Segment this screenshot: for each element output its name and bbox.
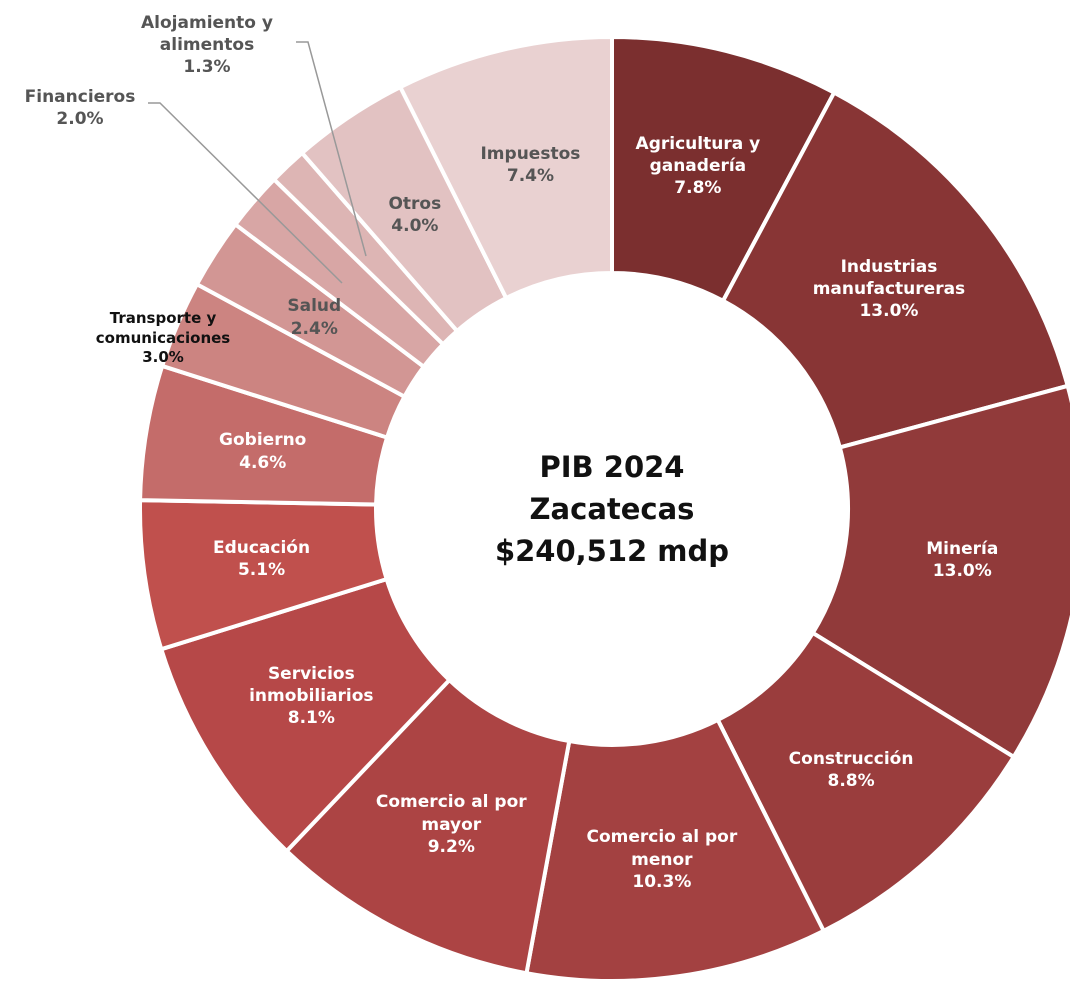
value-label: 7.4% <box>506 165 555 186</box>
slice-label: Servicios inmobiliarios 8.1% <box>224 663 399 729</box>
slice-label: Transporte y comunicaciones 3.0% <box>83 309 243 368</box>
slice <box>524 717 827 983</box>
category-label: Transporte y comunicaciones <box>95 308 231 347</box>
slice <box>397 34 614 301</box>
value-label: 13.0% <box>932 560 992 581</box>
category-label: Comercio al por mayor <box>375 792 527 835</box>
value-label: 2.0% <box>56 109 104 129</box>
slice-label: Salud 2.4% <box>227 295 402 339</box>
category-label: Agricultura y ganadería <box>635 133 761 176</box>
slice-label: Gobierno 4.6% <box>175 429 350 473</box>
value-label: 10.3% <box>632 871 692 892</box>
slice-label: Educación 5.1% <box>174 537 349 581</box>
category-label: Industrias manufactureras <box>812 256 966 299</box>
slice-label: Minería 13.0% <box>875 538 1050 582</box>
category-label: Otros <box>388 193 442 214</box>
slice-label: Otros 4.0% <box>327 193 502 237</box>
value-label: 7.8% <box>674 177 722 198</box>
category-label: Alojamiento y alimentos <box>141 12 273 55</box>
category-label: Educación <box>212 537 311 558</box>
value-label: 13.0% <box>859 300 919 321</box>
slice-label: Comercio al por menor 10.3% <box>574 826 749 892</box>
slice-label: Construcción 8.8% <box>764 748 939 792</box>
category-label: Impuestos <box>480 143 581 164</box>
slice-label: Alojamiento y alimentos 1.3% <box>120 12 295 78</box>
center-label: PIB 2024 Zacatecas $240,512 mdp <box>477 446 747 572</box>
category-label: Comercio al por menor <box>586 827 738 870</box>
value-label: 8.8% <box>827 771 875 792</box>
category-label: Financieros <box>24 86 136 107</box>
leader-line <box>148 102 343 284</box>
value-label: 2.4% <box>290 318 338 339</box>
value-label: 1.3% <box>183 57 231 78</box>
category-label: Minería <box>926 538 999 559</box>
slice-label: Financieros 2.0% <box>0 86 168 130</box>
value-label: 9.2% <box>427 836 475 857</box>
slice-label: Industrias manufactureras 13.0% <box>801 255 976 321</box>
slices <box>138 34 1070 983</box>
slice-label: Agricultura y ganadería 7.8% <box>610 132 785 198</box>
chart-title: PIB 2024 Zacatecas <box>529 449 695 526</box>
value-label: 4.0% <box>391 215 439 236</box>
slice <box>283 677 572 976</box>
value-label: 3.0% <box>142 347 184 366</box>
category-label: Servicios inmobiliarios <box>249 663 374 706</box>
category-label: Salud <box>287 296 342 317</box>
value-label: 8.1% <box>287 707 335 728</box>
chart-subtitle: $240,512 mdp <box>494 534 730 569</box>
category-label: Gobierno <box>219 430 307 451</box>
category-label: Construcción <box>788 748 914 769</box>
slice <box>720 89 1070 450</box>
value-label: 5.1% <box>237 559 286 580</box>
slice-label: Comercio al por mayor 9.2% <box>364 791 539 857</box>
slice <box>810 383 1070 760</box>
value-label: 4.6% <box>239 452 287 473</box>
slice-label: Impuestos 7.4% <box>443 142 618 186</box>
leader-line <box>296 41 367 257</box>
